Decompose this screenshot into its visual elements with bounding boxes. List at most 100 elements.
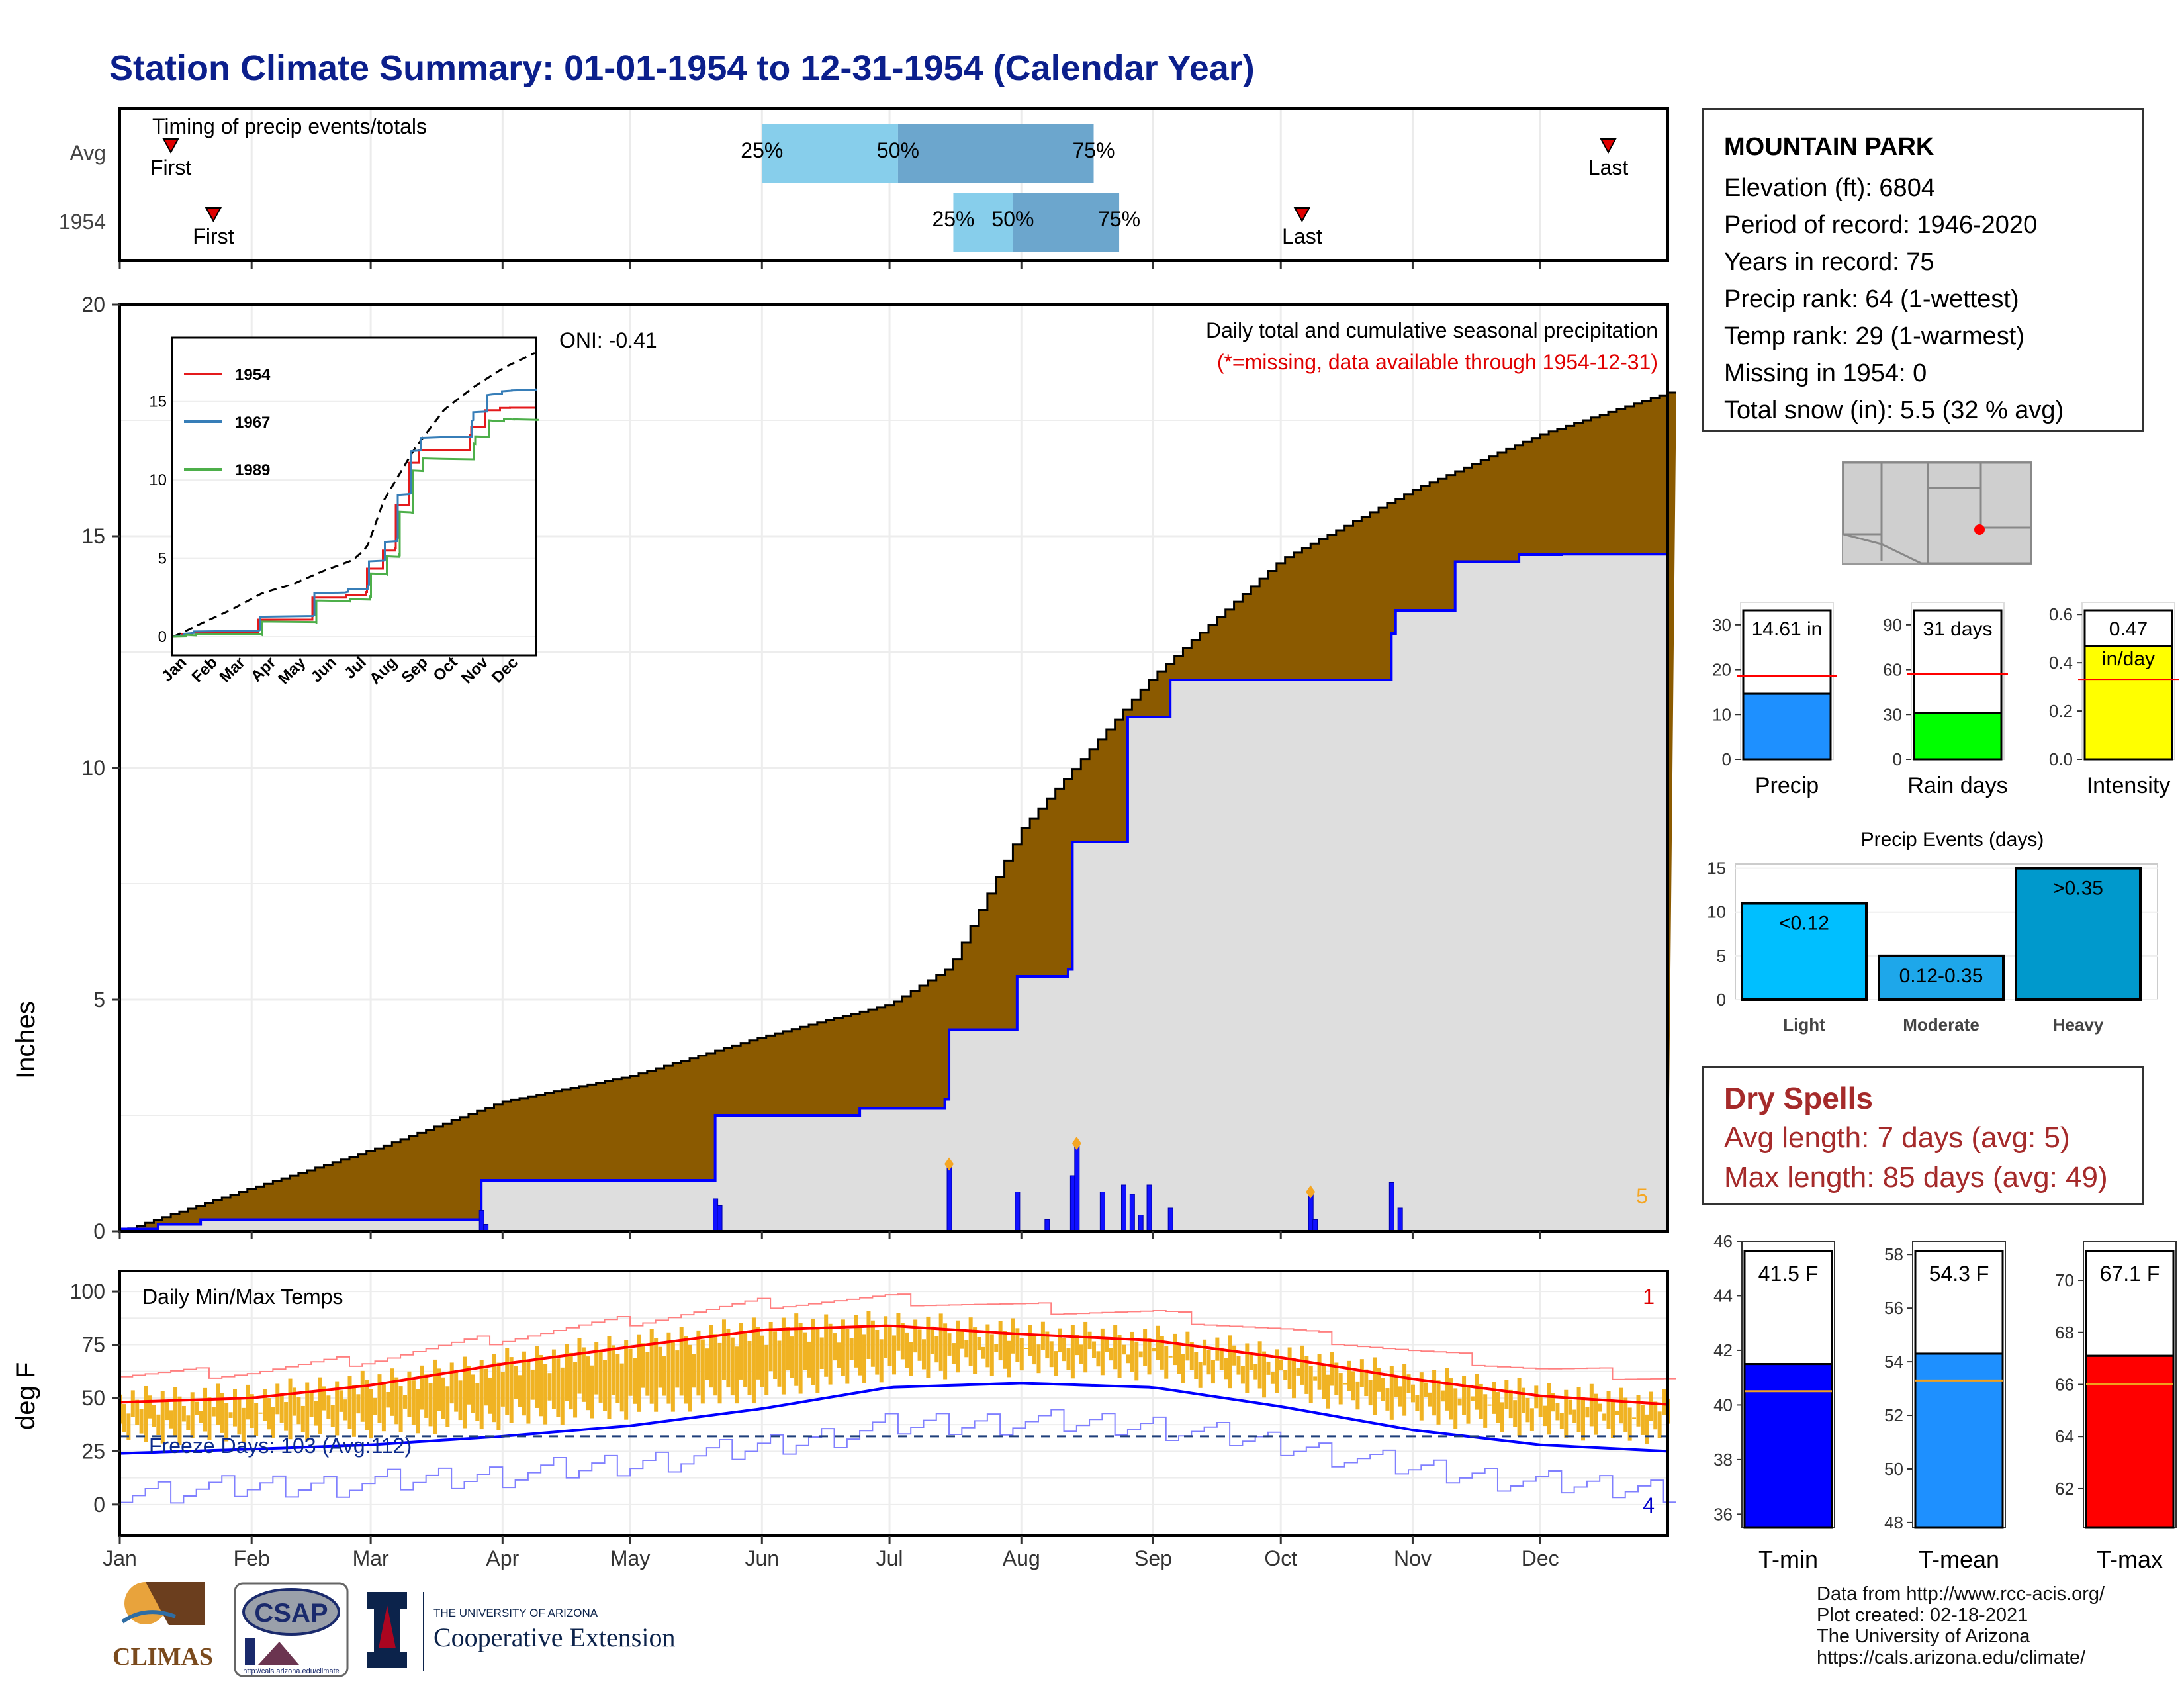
daily-temp-bar — [565, 1344, 569, 1401]
daily-temp-bar — [994, 1344, 999, 1352]
event-bar-label: Heavy — [2053, 1015, 2104, 1035]
daily-temp-bar — [947, 1333, 952, 1356]
daily-temp-bar — [569, 1352, 573, 1410]
event-bar-label: Moderate — [1903, 1015, 1979, 1035]
daily-temp-bar — [254, 1403, 259, 1436]
daily-temp-bar — [173, 1387, 178, 1437]
ua-logo-small: THE UNIVERSITY OF ARIZONA — [433, 1607, 598, 1619]
daily-temp-bar — [777, 1340, 782, 1387]
summary-ytick-label: 90 — [1883, 615, 1902, 635]
timing-pct-label: 50% — [991, 207, 1034, 231]
daily-temp-bar — [637, 1334, 641, 1412]
temp-frame — [118, 1270, 1669, 1537]
daily-temp-bar — [199, 1411, 203, 1423]
daily-temp-bar — [1373, 1357, 1377, 1415]
daily-temp-bar — [892, 1335, 896, 1375]
daily-temp-bar — [1368, 1380, 1373, 1406]
daily-temp-bar — [1513, 1400, 1518, 1427]
daily-temp-bar — [590, 1365, 594, 1419]
daily-temp-bar — [1210, 1360, 1215, 1384]
daily-temp-bar — [262, 1389, 267, 1421]
daily-temp-bar — [496, 1362, 501, 1430]
daily-temp-bar — [786, 1327, 790, 1371]
summary-bar-outline — [2083, 609, 2173, 647]
credit-source: Data from http://www.rcc-acis.org/ — [1817, 1583, 2105, 1605]
timing-marker — [1293, 207, 1311, 223]
daily-temp-bar — [1424, 1382, 1428, 1397]
station-years: Years in record: 75 — [1724, 248, 1934, 276]
events-ytick-label: 10 — [1707, 902, 1726, 922]
daily-temp-bar — [279, 1393, 284, 1423]
daily-temp-bar — [1292, 1358, 1297, 1399]
inset-series-line — [173, 388, 537, 638]
daily-temp-bar — [156, 1414, 161, 1436]
daily-temp-bar — [1096, 1351, 1101, 1367]
heavy-event-marker — [944, 1157, 954, 1171]
daily-temp-bar — [1173, 1333, 1177, 1366]
temp-bar-ytick-label: 36 — [1713, 1504, 1733, 1524]
summary-ytick-label: 30 — [1883, 704, 1902, 724]
daily-precip-bar — [1138, 1215, 1144, 1232]
daily-temp-bar — [721, 1319, 726, 1380]
daily-temp-bar — [1504, 1380, 1509, 1409]
temp-panel: 0 25 50 75 100 Jan Feb Mar Apr May Jun Jul Aug Sep Oc… — [11, 1270, 1676, 1570]
daily-temp-bar — [981, 1346, 985, 1359]
daily-temp-bar — [160, 1391, 165, 1444]
daily-precip-bar — [1099, 1192, 1105, 1232]
daily-temp-bar — [1168, 1356, 1173, 1358]
daily-temp-bar — [556, 1358, 561, 1417]
daily-temp-bar — [1028, 1325, 1032, 1356]
daily-temp-bar — [1075, 1335, 1079, 1356]
daily-temp-bar — [607, 1336, 612, 1419]
daily-temp-bar — [1262, 1351, 1267, 1398]
daily-precip-bar — [1397, 1207, 1403, 1232]
dry-spells-title: Dry Spells — [1724, 1081, 1873, 1115]
daily-temp-bar — [514, 1366, 518, 1399]
daily-temp-bar — [530, 1369, 535, 1400]
daily-temp-bar — [833, 1333, 837, 1361]
event-bar-tag: >0.35 — [2053, 878, 2103, 900]
daily-temp-bar — [598, 1350, 603, 1403]
daily-temp-bar — [1054, 1351, 1058, 1376]
temp-bar-ytick-label: 70 — [2055, 1270, 2074, 1290]
daily-temp-bar — [1653, 1401, 1658, 1430]
dry-spells-avg: Avg length: 7 days (avg: 5) — [1724, 1121, 2070, 1154]
summary-bar-precip — [1742, 692, 1832, 761]
record-high-line — [120, 1293, 1676, 1380]
temp-bar-t-min — [1743, 1363, 1833, 1529]
daily-temp-bar — [373, 1397, 378, 1415]
daily-temp-bar — [934, 1336, 939, 1363]
ua-logo-big: Cooperative Extension — [433, 1622, 675, 1652]
daily-temp-bar — [1487, 1404, 1492, 1406]
daily-temp-bar — [1436, 1380, 1441, 1425]
summary-bar-charts: 0 10 20 30 14.61 in Precip 0 30 60 90 31 days Rain … — [1712, 602, 2179, 798]
timing-bar-lower — [762, 124, 898, 183]
daily-temp-bar — [747, 1340, 752, 1396]
station-snow: Total snow (in): 5.5 (32 % avg) — [1724, 397, 2064, 424]
daily-temp-bar — [1062, 1338, 1067, 1362]
daily-temp-bar — [1381, 1378, 1385, 1401]
timing-pct-label: 50% — [877, 138, 919, 162]
daily-temp-bar — [1283, 1370, 1288, 1380]
temp-ytick-label: 50 — [81, 1386, 105, 1410]
daily-temp-bar — [679, 1327, 684, 1396]
month-label: Nov — [1394, 1546, 1432, 1570]
station-elevation: Elevation (ft): 6804 — [1724, 174, 1935, 202]
daily-temp-bar — [1440, 1390, 1445, 1402]
daily-temp-bar — [1615, 1410, 1619, 1415]
precip-ytick-label: 15 — [81, 524, 105, 548]
daily-temp-bar — [1479, 1383, 1483, 1419]
daily-temp-bar — [1245, 1343, 1250, 1393]
timing-bar-upper — [897, 124, 1094, 183]
daily-temp-bar — [1087, 1331, 1092, 1350]
daily-temp-bar — [335, 1381, 340, 1436]
daily-temp-bar — [1496, 1392, 1500, 1423]
timing-pct-label: 25% — [741, 138, 783, 162]
daily-temp-bar — [314, 1401, 318, 1426]
daily-temp-bar — [1389, 1366, 1394, 1420]
daily-temp-bar — [1410, 1384, 1415, 1403]
daily-temp-bar — [250, 1394, 254, 1428]
daily-temp-bar — [845, 1329, 850, 1384]
precip-yticks: 0 5 10 15 20 — [81, 293, 120, 1243]
daily-temp-bar — [1508, 1389, 1513, 1419]
